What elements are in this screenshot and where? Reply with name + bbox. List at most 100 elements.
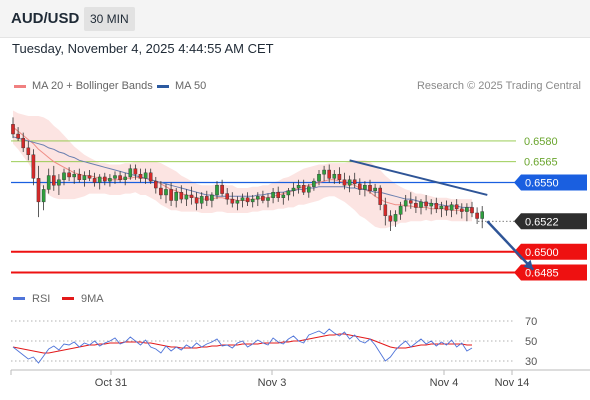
candle-body [424, 201, 428, 207]
candle-body [118, 175, 122, 180]
candle-body [113, 175, 117, 179]
x-tick-label: Oct 31 [95, 377, 127, 389]
candle-body [271, 191, 275, 198]
candle [245, 192, 250, 207]
candle-body [11, 124, 15, 135]
candle-body [128, 168, 133, 178]
candle [276, 186, 281, 202]
candle-body [250, 198, 255, 203]
candle [296, 179, 301, 194]
rsi-grid-50: 50 [11, 336, 537, 348]
candle-body [204, 196, 209, 201]
candle-body [322, 169, 326, 175]
candle-body [164, 189, 168, 196]
candle [332, 170, 337, 184]
candle-body [317, 173, 321, 182]
candle-body [184, 194, 189, 200]
candle [179, 185, 184, 204]
candle-body [174, 191, 179, 201]
rsi-panel: 30 50 70 RSI 9MA [11, 293, 537, 368]
ma20-label: MA 20 + Bollinger Bands [32, 80, 153, 92]
candle [449, 201, 454, 218]
candle [393, 210, 398, 227]
candle [215, 181, 219, 200]
rsi-legend-swatch [62, 297, 74, 300]
level-tag [514, 174, 587, 191]
candle-body [409, 200, 413, 204]
x-tick-label: Nov 3 [258, 377, 287, 389]
candle-body [138, 173, 143, 179]
level-label: 0.6580 [524, 136, 558, 148]
x-tick: Nov 14 [495, 370, 529, 389]
projection-arrow-head [523, 259, 534, 270]
candle-body [296, 185, 301, 189]
rsi-legend-9ma: 9MA [62, 293, 104, 305]
candle [337, 167, 342, 184]
candle-body [16, 133, 20, 139]
candle-body [281, 194, 286, 198]
candle-body [256, 196, 260, 200]
candle [16, 127, 20, 141]
candle [225, 188, 230, 205]
candle-body [92, 178, 97, 183]
candle [92, 172, 97, 187]
level-resistance: 0.6580 [11, 136, 558, 148]
candle-body [82, 175, 87, 180]
candle-body [210, 194, 214, 201]
candle [62, 168, 66, 186]
candle-body [169, 189, 173, 201]
candle [383, 197, 388, 226]
legend-ma20: MA 20 + Bollinger Bands [14, 80, 153, 92]
level-label: 0.6550 [525, 177, 559, 189]
rsi-tick-label: 70 [525, 316, 537, 328]
rsi-legend-rsi: RSI [13, 293, 50, 305]
candle [271, 188, 275, 204]
candle [199, 192, 204, 209]
candle [102, 172, 107, 186]
candle-body [143, 172, 148, 179]
candle-body [327, 169, 332, 179]
candle [434, 197, 439, 213]
candle-body [31, 154, 36, 179]
candle [347, 175, 352, 193]
candle-body [261, 196, 265, 201]
candle-body [46, 175, 51, 190]
candle-body [434, 203, 439, 210]
candle [174, 188, 179, 208]
candle [108, 174, 112, 187]
candle-body [475, 212, 479, 219]
candle [159, 181, 163, 200]
candle [57, 174, 61, 195]
candle-body [194, 197, 199, 204]
candle-body [286, 190, 291, 196]
candle [398, 201, 403, 220]
candle [72, 170, 76, 184]
candle-body [444, 205, 449, 211]
ma50-swatch [157, 84, 169, 88]
candle-body [291, 187, 296, 192]
timeframe-button[interactable]: 30 MIN [84, 7, 135, 31]
candle-body [429, 203, 434, 207]
candle-body [347, 179, 352, 186]
candle-body [403, 200, 408, 207]
candle-body [235, 200, 240, 204]
x-tick: Nov 4 [430, 370, 458, 389]
candle [327, 164, 332, 183]
candle-body [307, 186, 311, 193]
candle-body [199, 196, 204, 204]
candle [250, 194, 255, 208]
candle-body [439, 205, 444, 210]
candle [291, 182, 296, 197]
candle [46, 168, 51, 194]
level-support: 0.6500 [11, 243, 587, 260]
candle [368, 179, 372, 194]
bollinger-band [13, 110, 472, 229]
candle [444, 200, 449, 216]
candle [480, 206, 485, 229]
candle-body [62, 172, 66, 180]
symbol-label: AUD/USD [11, 10, 80, 27]
trendline [349, 159, 488, 196]
x-tick: Nov 3 [258, 370, 287, 389]
candle [352, 172, 357, 189]
candle-body [358, 183, 362, 190]
